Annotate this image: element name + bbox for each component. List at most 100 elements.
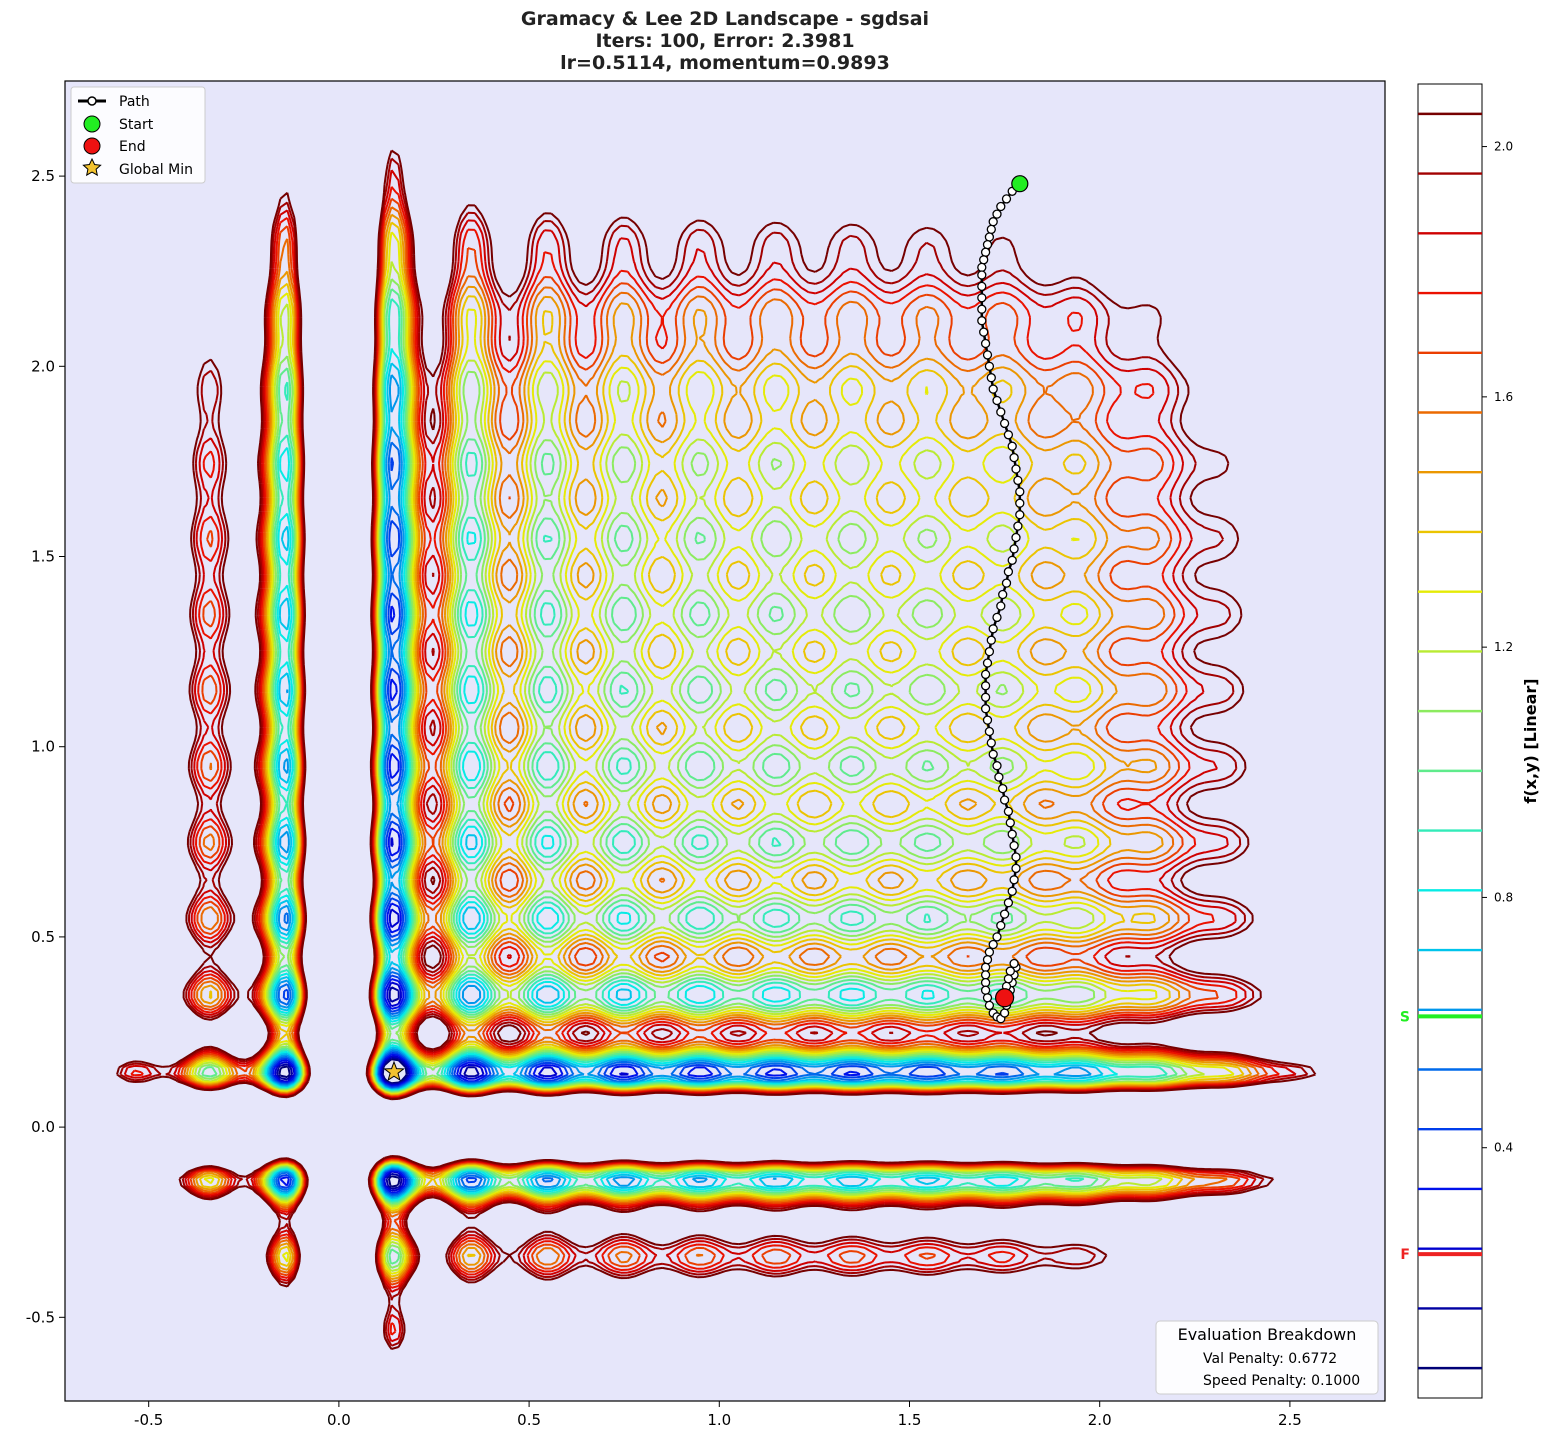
title-line-2: Iters: 100, Error: 2.3981 <box>595 30 855 52</box>
chart-title: Gramacy & Lee 2D Landscape - sgdsai Iter… <box>65 8 1385 74</box>
x-tick-label: 2.5 <box>1278 1411 1302 1429</box>
path-point <box>1007 441 1017 451</box>
contour-level <box>272 605 861 1194</box>
start-marker <box>1011 175 1029 193</box>
path-point <box>999 795 1010 805</box>
path-point <box>1011 852 1021 862</box>
path-point <box>1015 510 1025 520</box>
y-tick-label: 1.0 <box>31 738 55 756</box>
legend-label-global-min: Global Min <box>119 162 193 178</box>
path-point <box>984 1000 995 1011</box>
plot-area <box>65 81 1385 1401</box>
contour-lines <box>116 149 1317 1350</box>
legend-entry-end: End <box>83 137 146 155</box>
path-point <box>1001 578 1012 588</box>
path-point <box>1007 886 1017 896</box>
x-tick-label: -0.5 <box>134 1411 163 1429</box>
title-line-3: lr=0.5114, momentum=0.9893 <box>560 52 890 74</box>
path-point <box>977 270 987 280</box>
x-tick-label: 1.0 <box>707 1411 731 1429</box>
plot-frame <box>64 80 1386 1402</box>
path-point <box>1009 875 1019 885</box>
path-point <box>980 338 991 349</box>
path-point <box>977 262 987 273</box>
x-tick-label: 0.5 <box>517 1411 541 1429</box>
y-tick-label: 2.0 <box>31 357 55 375</box>
optimizer-path <box>383 175 1029 1082</box>
path-point <box>980 704 991 714</box>
path-point <box>1007 829 1017 839</box>
legend: Path Start End Global Min <box>70 86 206 184</box>
path-point <box>1009 840 1019 851</box>
path-point <box>996 920 1006 931</box>
title-line-1: Gramacy & Lee 2D Landscape - sgdsai <box>520 8 930 30</box>
colorbar: 0.40.81.21.62.0 SF f(x,y) [Linear] <box>1400 83 1540 1399</box>
path-point <box>992 612 1002 623</box>
legend-label-end: End <box>119 139 146 155</box>
path-point <box>984 361 995 371</box>
path-point <box>996 601 1006 611</box>
legend-end-marker <box>83 137 101 155</box>
path-point <box>1005 966 1015 976</box>
path-point <box>1007 555 1017 565</box>
info-box-title: Evaluation Breakdown <box>1178 1325 1357 1344</box>
path-point <box>988 939 998 950</box>
path-point <box>984 726 995 737</box>
legend-entry-global-min: Global Min <box>82 157 193 178</box>
path-point <box>996 201 1006 212</box>
path-point <box>992 932 1002 942</box>
path-point <box>1001 194 1012 204</box>
path-point <box>984 646 995 657</box>
y-tick-label: -0.5 <box>26 1308 55 1326</box>
path-point <box>1003 430 1014 440</box>
path-point <box>977 281 987 292</box>
y-tick-label: 2.5 <box>31 167 55 185</box>
path-point <box>986 224 996 235</box>
path-point <box>982 993 993 1003</box>
x-axis: -0.5 0.0 0.5 1.0 1.5 2.0 2.5 <box>134 1401 1302 1429</box>
path-point <box>982 715 993 725</box>
path-point <box>977 316 987 326</box>
path-point <box>1009 544 1019 554</box>
colorbar-label: f(x,y) [Linear] <box>1521 678 1540 803</box>
path-point <box>980 692 991 702</box>
path-point <box>998 783 1008 794</box>
colorbar-markers: SF <box>1400 1009 1482 1263</box>
path-point <box>992 761 1002 771</box>
path-point <box>980 970 991 980</box>
path-point <box>1003 567 1014 577</box>
path-point <box>980 669 991 680</box>
path-point <box>982 955 993 965</box>
y-tick-label: 0.5 <box>31 928 55 946</box>
path-point <box>992 395 1002 406</box>
colorbar-tick-label: 2.0 <box>1494 140 1513 154</box>
path-point <box>980 247 991 257</box>
path-point <box>979 327 989 337</box>
y-tick-label: 1.5 <box>31 548 55 566</box>
contour-level <box>266 362 1104 1200</box>
path-point <box>982 658 993 668</box>
colorbar-tick-label: 1.2 <box>1494 640 1513 654</box>
path-point <box>986 635 996 645</box>
path-point <box>998 589 1008 600</box>
legend-label-path: Path <box>119 94 150 110</box>
path-point <box>988 217 998 227</box>
path-point <box>999 909 1010 919</box>
path-point <box>986 373 996 383</box>
path-point <box>980 977 991 988</box>
path-point <box>1013 521 1023 531</box>
legend-star-icon <box>82 157 102 177</box>
path-point <box>988 749 998 759</box>
evaluation-breakdown-box: Evaluation Breakdown Val Penalty: 0.6772… <box>1155 1320 1379 1395</box>
legend-entry-path: Path <box>78 94 150 110</box>
path-point <box>977 293 987 303</box>
info-box-background <box>1155 1320 1379 1395</box>
path-point <box>1009 452 1019 463</box>
path-point <box>1009 958 1019 969</box>
speed-penalty-text: Speed Penalty: 0.1000 <box>1203 1373 1360 1389</box>
path-point <box>994 772 1004 782</box>
path-point <box>980 985 991 995</box>
path-point <box>1011 863 1021 874</box>
global-min-star-icon <box>383 1060 405 1082</box>
